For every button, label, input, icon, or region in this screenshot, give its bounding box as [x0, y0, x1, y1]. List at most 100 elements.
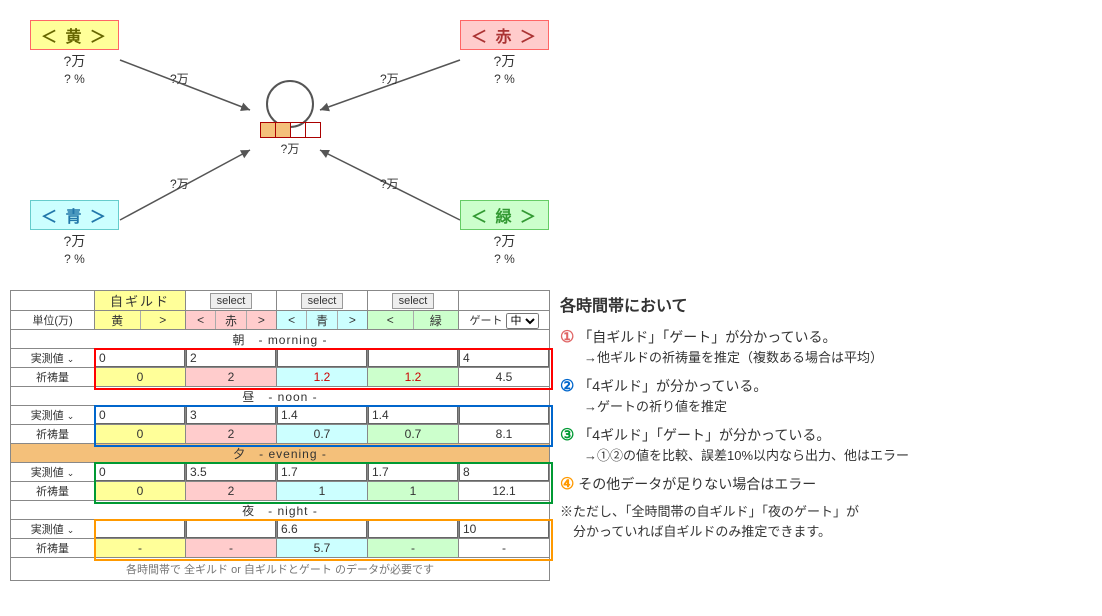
- meas-0-0[interactable]: 0: [95, 349, 186, 368]
- own-guild-label: 自ギルド: [110, 294, 170, 309]
- team-yellow-pct: ? %: [30, 72, 119, 86]
- calc-1-1: 2: [186, 425, 277, 444]
- calc-2-2: 1: [277, 482, 368, 501]
- guild-tab-green: <緑: [368, 311, 459, 330]
- meas-0-4[interactable]: 4: [459, 349, 550, 368]
- calc-3-3: -: [368, 539, 459, 558]
- explanation-item-1: ② 「4ギルド」が分かっている。 →ゲートの祈り値を推定: [560, 375, 909, 418]
- meas-2-3[interactable]: 1.7: [368, 463, 459, 482]
- calc-label-3: 祈祷量: [11, 539, 95, 558]
- explanation-title: 各時間帯において: [560, 294, 909, 320]
- calc-1-0: 0: [95, 425, 186, 444]
- meas-2-1[interactable]: 3.5: [186, 463, 277, 482]
- calc-3-4: -: [459, 539, 550, 558]
- meas-0-2[interactable]: [277, 349, 368, 368]
- calc-2-4: 12.1: [459, 482, 550, 501]
- meas-1-1[interactable]: 3: [186, 406, 277, 425]
- select-button-1[interactable]: select: [210, 293, 253, 309]
- meas-label-3[interactable]: 実測値 ⌄: [11, 520, 95, 539]
- arrow-label-bl: ?万: [170, 175, 189, 192]
- explanation-panel: 各時間帯において ① 「自ギルド」「ゲート」が分かっている。 →他ギルドの祈祷量…: [560, 294, 909, 543]
- calc-0-2: 1.2: [277, 368, 368, 387]
- calc-label-0: 祈祷量: [11, 368, 95, 387]
- data-table: 自ギルド select select select 単位(万)黄><赤><青><緑ゲート…: [10, 290, 550, 581]
- meas-1-2[interactable]: 1.4: [277, 406, 368, 425]
- team-green-pct: ? %: [460, 252, 549, 266]
- section-title-3: 夜 - night -: [11, 501, 550, 520]
- team-blue: ＜ 青 ＞ ?万 ? %: [30, 200, 119, 266]
- calc-1-3: 0.7: [368, 425, 459, 444]
- blank: [459, 291, 550, 311]
- guild-tab-green-tabs[interactable]: <緑: [368, 311, 458, 329]
- meas-0-1[interactable]: 2: [186, 349, 277, 368]
- meas-3-3[interactable]: [368, 520, 459, 539]
- team-blue-man: ?万: [30, 231, 119, 251]
- select-button-2[interactable]: select: [301, 293, 344, 309]
- item-line1-2: 「4ギルド」「ゲート」が分かっている。: [578, 427, 830, 443]
- item-line1-0: 「自ギルド」「ゲート」が分かっている。: [578, 329, 836, 345]
- calc-2-1: 2: [186, 482, 277, 501]
- table-footnote: 各時間帯で 全ギルド or 自ギルドとゲート のデータが必要です: [11, 558, 550, 581]
- team-blue-pct: ? %: [30, 252, 119, 266]
- team-green-label: ＜ 緑 ＞: [460, 200, 549, 230]
- center-gate: ?万: [260, 80, 320, 157]
- meas-3-0[interactable]: [95, 520, 186, 539]
- gate-cell: ゲート 中: [459, 311, 550, 330]
- gate-select[interactable]: 中: [506, 313, 539, 329]
- team-red-pct: ? %: [460, 72, 549, 86]
- meas-1-3[interactable]: 1.4: [368, 406, 459, 425]
- item-line2-1: →ゲートの祈り値を推定: [584, 397, 909, 418]
- team-green-man: ?万: [460, 231, 549, 251]
- calc-label-1: 祈祷量: [11, 425, 95, 444]
- calc-0-4: 4.5: [459, 368, 550, 387]
- team-yellow-man: ?万: [30, 51, 119, 71]
- guild-tab-yellow: 黄>: [95, 311, 186, 330]
- arrow-label-tr: ?万: [380, 70, 399, 87]
- calc-2-0: 0: [95, 482, 186, 501]
- meas-0-3[interactable]: [368, 349, 459, 368]
- item-number-2: ③: [560, 428, 574, 444]
- data-table-wrap: 自ギルド select select select 単位(万)黄><赤><青><緑ゲート…: [10, 290, 550, 581]
- arrow-label-br: ?万: [380, 175, 399, 192]
- meas-3-4[interactable]: 10: [459, 520, 550, 539]
- meas-2-2[interactable]: 1.7: [277, 463, 368, 482]
- calc-1-4: 8.1: [459, 425, 550, 444]
- item-line2-0: →他ギルドの祈祷量を推定（複数ある場合は平均）: [584, 348, 909, 369]
- team-red-man: ?万: [460, 51, 549, 71]
- select-cell-1: select: [186, 291, 277, 311]
- arrow-label-tl: ?万: [170, 70, 189, 87]
- select-cell-3: select: [368, 291, 459, 311]
- blank: [11, 291, 95, 311]
- team-green: ＜ 緑 ＞ ?万 ? %: [460, 200, 549, 266]
- guild-tab-red-tabs[interactable]: <赤>: [186, 311, 276, 329]
- meas-2-4[interactable]: 8: [459, 463, 550, 482]
- meas-label-0[interactable]: 実測値 ⌄: [11, 349, 95, 368]
- explanation-item-0: ① 「自ギルド」「ゲート」が分かっている。 →他ギルドの祈祷量を推定（複数ある場…: [560, 326, 909, 369]
- guild-tab-blue: <青>: [277, 311, 368, 330]
- team-blue-label: ＜ 青 ＞: [30, 200, 119, 230]
- relation-diagram: ＜ 黄 ＞ ?万 ? %＜ 赤 ＞ ?万 ? %＜ 青 ＞ ?万 ? %＜ 緑 …: [10, 10, 550, 290]
- calc-0-1: 2: [186, 368, 277, 387]
- explanation-note1: ※ただし、「全時間帯の自ギルド」「夜のゲート」が: [560, 502, 909, 523]
- select-button-3[interactable]: select: [392, 293, 435, 309]
- explanation-item-2: ③ 「4ギルド」「ゲート」が分かっている。 →①②の値を比較、誤差10%以内なら…: [560, 424, 909, 467]
- guild-tab-yellow-tabs[interactable]: 黄>: [95, 311, 185, 329]
- meas-2-0[interactable]: 0: [95, 463, 186, 482]
- item-line1-1: 「4ギルド」が分かっている。: [578, 378, 767, 394]
- calc-label-2: 祈祷量: [11, 482, 95, 501]
- meas-3-1[interactable]: [186, 520, 277, 539]
- meas-1-0[interactable]: 0: [95, 406, 186, 425]
- own-guild-cell: 自ギルド: [95, 291, 186, 311]
- team-red: ＜ 赤 ＞ ?万 ? %: [460, 20, 549, 86]
- team-red-label: ＜ 赤 ＞: [460, 20, 549, 50]
- meas-1-4[interactable]: [459, 406, 550, 425]
- meas-label-2[interactable]: 実測値 ⌄: [11, 463, 95, 482]
- calc-3-2: 5.7: [277, 539, 368, 558]
- section-title-2: 夕 - evening -: [11, 444, 550, 463]
- guild-tab-blue-tabs[interactable]: <青>: [277, 311, 367, 329]
- unit-label: 単位(万): [11, 311, 95, 330]
- guild-tab-red: <赤>: [186, 311, 277, 330]
- meas-3-2[interactable]: 6.6: [277, 520, 368, 539]
- team-yellow-label: ＜ 黄 ＞: [30, 20, 119, 50]
- meas-label-1[interactable]: 実測値 ⌄: [11, 406, 95, 425]
